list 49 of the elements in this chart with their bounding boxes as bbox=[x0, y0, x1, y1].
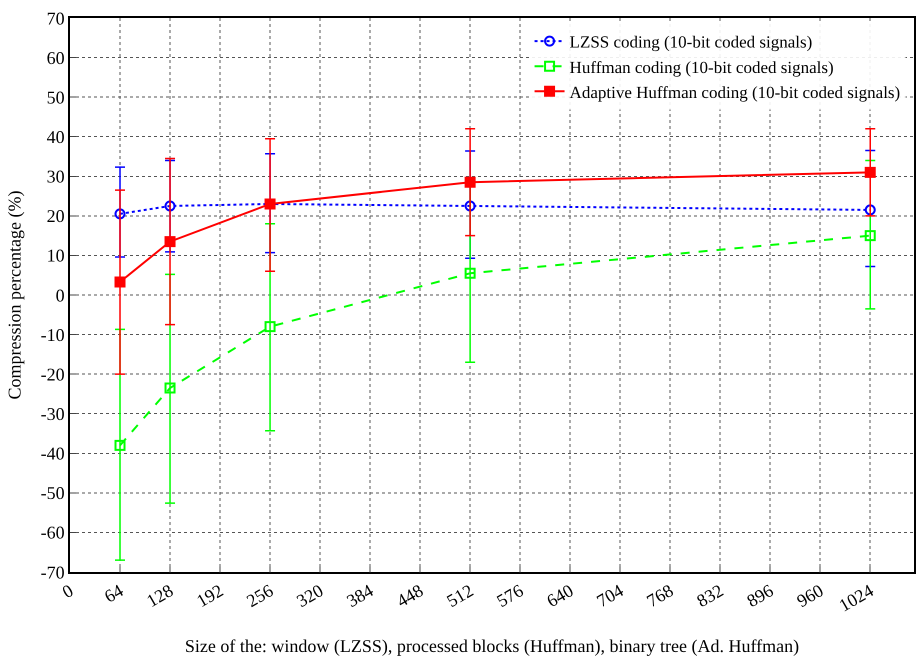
y-tick-label: 20 bbox=[46, 206, 65, 226]
point bbox=[864, 204, 876, 216]
point bbox=[464, 268, 476, 279]
x-tick-label: 384 bbox=[343, 580, 377, 612]
point bbox=[464, 176, 476, 188]
point bbox=[264, 321, 276, 332]
point bbox=[164, 236, 176, 248]
x-tick-label: 768 bbox=[643, 580, 677, 612]
x-tick-label: 896 bbox=[743, 580, 777, 612]
x-tick-label: 192 bbox=[193, 580, 227, 612]
x-tick-label: 64 bbox=[100, 580, 127, 607]
point bbox=[114, 276, 126, 288]
y-tick-label: 10 bbox=[46, 246, 65, 266]
x-tick-label: 256 bbox=[243, 580, 277, 612]
x-tick-label: 640 bbox=[543, 580, 577, 612]
x-tick-label: 704 bbox=[593, 580, 627, 612]
y-tick-label: 0 bbox=[56, 285, 65, 306]
x-axis-title: Size of the: window (LZSS), processed blocks (Huffman), binary tree (Ad. Huffman) bbox=[184, 636, 800, 656]
y-tick-label: 50 bbox=[46, 87, 65, 108]
point bbox=[864, 230, 876, 242]
point bbox=[164, 200, 176, 212]
legend-label: Adaptive Huffman coding (10-bit coded signals) bbox=[570, 82, 900, 102]
x-tick-label: 832 bbox=[693, 580, 727, 612]
y-tick-label: -10 bbox=[40, 324, 65, 345]
y-tick-label: -20 bbox=[40, 364, 65, 384]
x-tick-label: 448 bbox=[393, 580, 427, 612]
y-axis-title: Compression percentage (%) bbox=[4, 190, 24, 400]
point bbox=[464, 200, 476, 212]
x-tick-label: 320 bbox=[293, 580, 327, 612]
x-tick-label: 512 bbox=[443, 580, 477, 612]
point bbox=[164, 382, 176, 394]
point bbox=[864, 166, 876, 178]
x-tick-label: 576 bbox=[493, 580, 527, 612]
y-tick-label: -50 bbox=[40, 483, 65, 504]
y-tick-label: -30 bbox=[40, 404, 65, 424]
y-tick-label: 30 bbox=[46, 166, 65, 187]
point bbox=[114, 440, 126, 451]
y-tick-label: -60 bbox=[40, 522, 65, 543]
y-tick-label: -70 bbox=[40, 562, 65, 582]
y-tick-label: 40 bbox=[46, 127, 65, 148]
legend-label: Huffman coding (10-bit coded signals) bbox=[570, 58, 834, 77]
x-tick-label: 128 bbox=[143, 580, 177, 612]
point bbox=[114, 208, 126, 220]
x-tick-label: 1024 bbox=[836, 580, 877, 616]
x-tick-label: 960 bbox=[793, 580, 827, 612]
legend-label: LZSS coding (10-bit coded signals) bbox=[570, 32, 812, 52]
y-tick-label: -40 bbox=[40, 444, 65, 464]
y-tick-label: 70 bbox=[46, 8, 65, 28]
y-tick-label: 60 bbox=[46, 48, 65, 68]
